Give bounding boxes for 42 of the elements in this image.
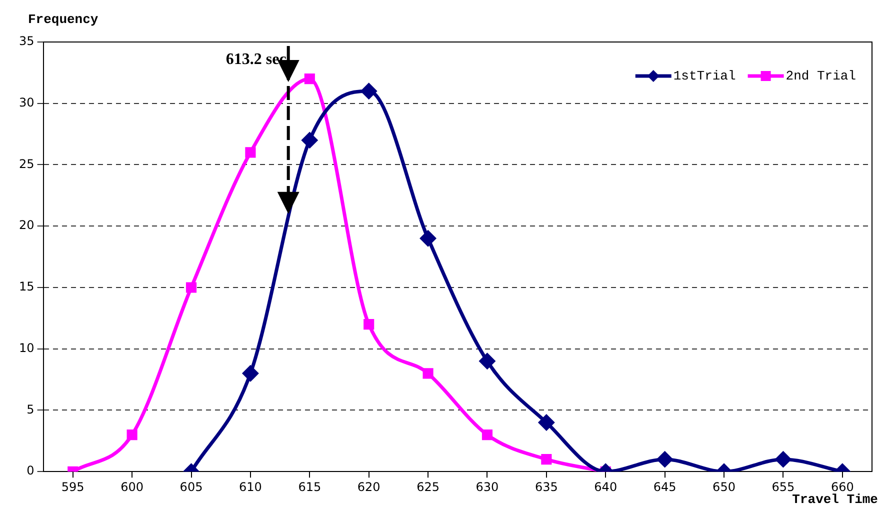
x-tick-label: 605 (180, 480, 203, 494)
point (420, 230, 436, 246)
legend-label: 2nd Trial (786, 68, 856, 84)
point (775, 452, 791, 468)
point (361, 83, 377, 99)
point (302, 132, 318, 148)
x-tick-label: 620 (357, 480, 380, 494)
y-tick-label: 0 (26, 464, 34, 478)
y-tick-label: 20 (18, 218, 34, 232)
y-tick-label: 10 (18, 340, 34, 355)
y-tick-label: 15 (18, 280, 34, 294)
point (245, 147, 256, 158)
point (186, 282, 197, 293)
point (657, 452, 673, 468)
x-tick-label: 660 (830, 480, 854, 494)
x-tick-label: 615 (298, 480, 322, 494)
x-tick-label: 600 (120, 480, 144, 494)
x-tick-label: 640 (594, 480, 618, 494)
point (482, 429, 493, 440)
y-axis-title: Frequency (28, 12, 98, 27)
y-tick-label: 25 (18, 156, 34, 171)
point (304, 74, 315, 84)
x-tick-label: 610 (239, 480, 262, 494)
point (422, 368, 434, 379)
point (538, 414, 554, 430)
x-tick-label: 650 (712, 480, 736, 494)
y-tick-label: 5 (26, 402, 34, 416)
y-tick-label: 35 (18, 34, 34, 48)
x-tick-label: 655 (772, 480, 795, 494)
x-tick-label: 635 (534, 480, 558, 494)
x-tick-label: 630 (476, 480, 499, 494)
point (364, 319, 374, 330)
x-tick-label: 595 (61, 480, 84, 494)
point (242, 366, 258, 382)
point (126, 429, 138, 440)
legend-label: 1stTrial (673, 68, 736, 84)
y-tick-label: 30 (18, 95, 34, 110)
x-tick-label: 625 (416, 480, 440, 494)
x-axis-title: Travel Time (792, 492, 878, 507)
point (541, 454, 552, 465)
point (479, 353, 495, 369)
x-tick-label: 645 (653, 480, 676, 494)
